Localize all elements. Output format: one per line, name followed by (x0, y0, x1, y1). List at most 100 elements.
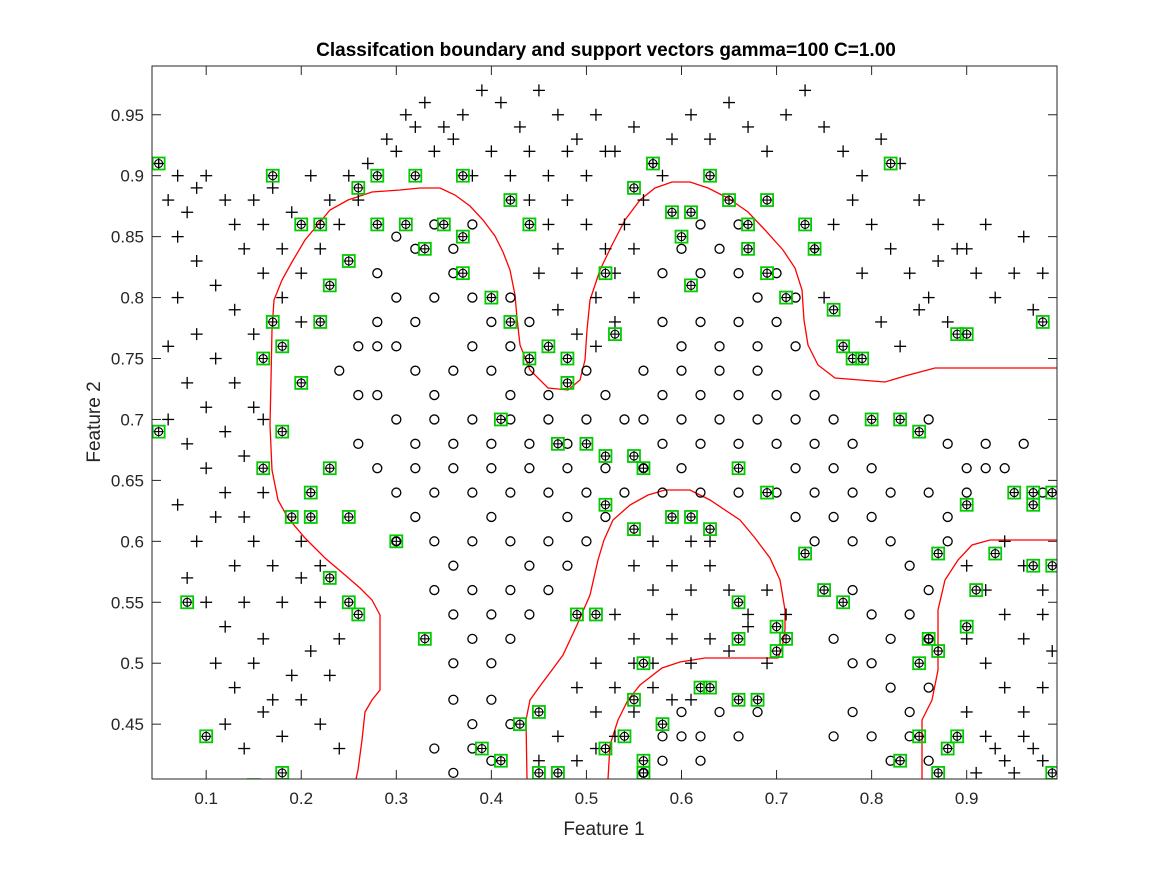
class-plus-point (200, 169, 213, 182)
class-circle-point (505, 414, 516, 425)
class-plus-point (494, 96, 507, 109)
class-circle-point (885, 536, 896, 547)
support-vector (560, 375, 575, 390)
class-circle-point (847, 487, 858, 498)
support-vector (417, 241, 432, 256)
class-plus-point (922, 291, 935, 304)
support-vector (1026, 558, 1041, 573)
decision-boundary-2 (525, 489, 786, 779)
class-plus-point (333, 632, 346, 645)
class-circle-point (486, 463, 497, 474)
class-circle-point (448, 767, 459, 779)
support-vector (636, 656, 651, 671)
class-circle-point (372, 463, 383, 474)
class-circle-point (505, 536, 516, 547)
class-circle-point (695, 268, 706, 279)
class-plus-point (685, 693, 698, 706)
support-vector (608, 327, 622, 342)
class-plus-point (238, 450, 251, 463)
class-circle-point (828, 463, 839, 474)
class-circle-point (714, 243, 725, 254)
support-vector (731, 595, 746, 610)
support-vector (836, 339, 851, 354)
class-circle-point (695, 731, 706, 742)
y-tick-label: 0.5 (120, 654, 144, 673)
class-circle-point (923, 487, 934, 498)
class-plus-point (903, 267, 916, 280)
class-circle-point (676, 365, 687, 376)
support-vector (731, 461, 746, 476)
class-plus-point (742, 620, 755, 633)
class-plus-point (1036, 681, 1049, 694)
class-plus-point (352, 194, 365, 207)
class-circle-point (676, 414, 687, 425)
class-circle-point (600, 511, 611, 523)
class-plus-point (200, 462, 213, 475)
class-plus-point (608, 315, 621, 328)
support-vector (503, 193, 518, 207)
class-plus-point (875, 133, 888, 146)
support-vector (617, 729, 632, 744)
class-circle-point (524, 365, 535, 376)
class-circle-point (790, 341, 801, 352)
class-plus-point (238, 242, 251, 255)
support-vector (598, 449, 613, 463)
class-plus-point (960, 242, 973, 255)
class-circle-point (467, 487, 478, 498)
class-circle-point (885, 633, 896, 644)
class-circle-point (429, 487, 440, 498)
support-vector (265, 168, 280, 183)
class-plus-point (247, 535, 260, 548)
class-circle-point (1018, 438, 1029, 449)
class-plus-point (780, 608, 793, 621)
class-plus-point (1036, 584, 1049, 597)
class-circle-point (733, 268, 744, 279)
class-circle-point (695, 487, 706, 498)
class-plus-point (646, 681, 659, 694)
class-circle-point (980, 463, 991, 474)
support-vector (674, 229, 689, 244)
class-plus-point (846, 194, 859, 207)
class-circle-point (410, 243, 421, 254)
class-plus-point (314, 242, 327, 255)
class-plus-point (456, 108, 469, 121)
class-circle-point (486, 755, 497, 766)
support-vector (570, 607, 584, 622)
class-plus-point (685, 657, 698, 670)
class-circle-point (353, 389, 364, 401)
class-plus-point (361, 157, 374, 170)
class-plus-point (570, 133, 583, 146)
class-plus-point (247, 657, 260, 670)
class-plus-point (665, 608, 678, 621)
y-tick-label: 0.9 (120, 167, 144, 186)
support-vector (1045, 558, 1057, 573)
class-circle-point (505, 719, 516, 730)
support-vector (512, 717, 527, 732)
support-vector (627, 692, 641, 707)
class-circle-point (467, 219, 478, 230)
class-plus-point (827, 218, 840, 231)
class-circle-point (885, 487, 896, 498)
class-plus-point (913, 194, 926, 207)
x-tick-label: 0.2 (289, 789, 313, 808)
support-vector (741, 241, 755, 256)
class-plus-point (523, 145, 536, 158)
support-vector (493, 412, 508, 427)
class-circle-point (372, 268, 383, 279)
class-plus-point (190, 255, 203, 268)
support-vector (275, 424, 290, 439)
class-plus-point (589, 657, 602, 670)
class-circle-point (448, 560, 459, 571)
class-circle-point (429, 536, 440, 547)
support-vector (798, 217, 812, 232)
class-circle-point (372, 389, 383, 401)
support-vector (532, 766, 546, 779)
class-plus-point (589, 108, 602, 121)
class-circle-point (942, 438, 953, 449)
class-plus-point (894, 340, 907, 353)
class-plus-point (304, 169, 317, 182)
class-circle-point (790, 511, 801, 523)
support-vector (436, 217, 451, 232)
class-plus-point (989, 742, 1002, 755)
class-circle-point (467, 341, 478, 352)
